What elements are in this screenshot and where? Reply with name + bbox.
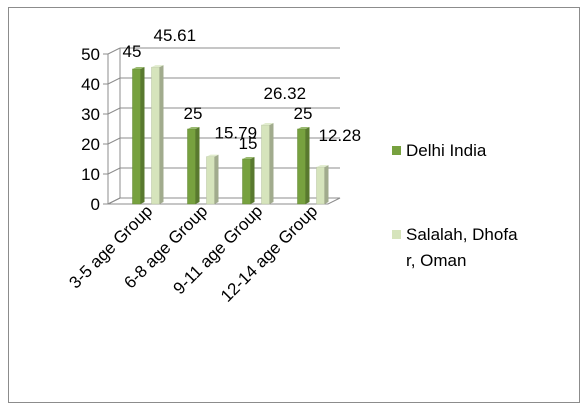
- y-tick-label: 40: [81, 75, 100, 94]
- y-tick-label: 10: [81, 165, 100, 184]
- side-gridline: [107, 107, 121, 115]
- bar-delhi: [132, 68, 141, 205]
- bar-top: [316, 165, 329, 168]
- bar-salalah: [316, 166, 325, 205]
- bar-side: [140, 67, 145, 204]
- bar-side: [214, 154, 219, 204]
- x-category-label: 12-14 age Group: [217, 201, 321, 305]
- bar-side: [195, 127, 200, 204]
- bar-delhi: [187, 128, 196, 205]
- data-label: 12.28: [319, 126, 362, 145]
- bar-delhi: [297, 128, 306, 205]
- chart-frame: [8, 7, 580, 403]
- bar-salalah: [261, 124, 270, 205]
- bar-delhi: [242, 158, 251, 205]
- bar-side: [305, 127, 310, 204]
- bar-top: [132, 67, 145, 69]
- y-tick-label: 20: [81, 135, 100, 154]
- legend-label: Salalah, Dhofa: [406, 225, 518, 244]
- bar-side: [324, 165, 329, 204]
- bar-salalah: [151, 66, 160, 205]
- legend-swatch: [392, 146, 401, 155]
- y-tick-label: 30: [81, 105, 100, 124]
- legend-label: r, Oman: [406, 251, 466, 270]
- bar-side: [250, 157, 255, 204]
- bar-top: [261, 123, 274, 126]
- side-gridline: [107, 47, 121, 55]
- side-gridline: [107, 137, 121, 145]
- y-tick-label: 50: [81, 45, 100, 64]
- data-label: 25: [184, 104, 203, 123]
- data-label: 15: [239, 134, 258, 153]
- bar-side: [159, 65, 164, 204]
- side-gridline: [107, 77, 121, 85]
- bar-top: [151, 65, 164, 68]
- y-tick-label: 0: [91, 195, 100, 214]
- bar-side: [269, 123, 274, 204]
- x-axis-floor: [107, 197, 341, 205]
- data-label: 45: [123, 42, 142, 61]
- data-label: 45.61: [154, 26, 197, 45]
- legend-label: Delhi India: [406, 141, 487, 160]
- bar-salalah: [206, 156, 215, 205]
- data-label: 15.79: [215, 124, 258, 143]
- bar-top: [297, 127, 310, 129]
- side-gridline: [107, 167, 121, 175]
- bar-top: [206, 154, 219, 157]
- bar-top: [187, 127, 200, 129]
- data-label: 25: [294, 104, 313, 123]
- legend-swatch: [392, 230, 401, 239]
- bar-top: [242, 157, 255, 159]
- data-label: 26.32: [264, 84, 307, 103]
